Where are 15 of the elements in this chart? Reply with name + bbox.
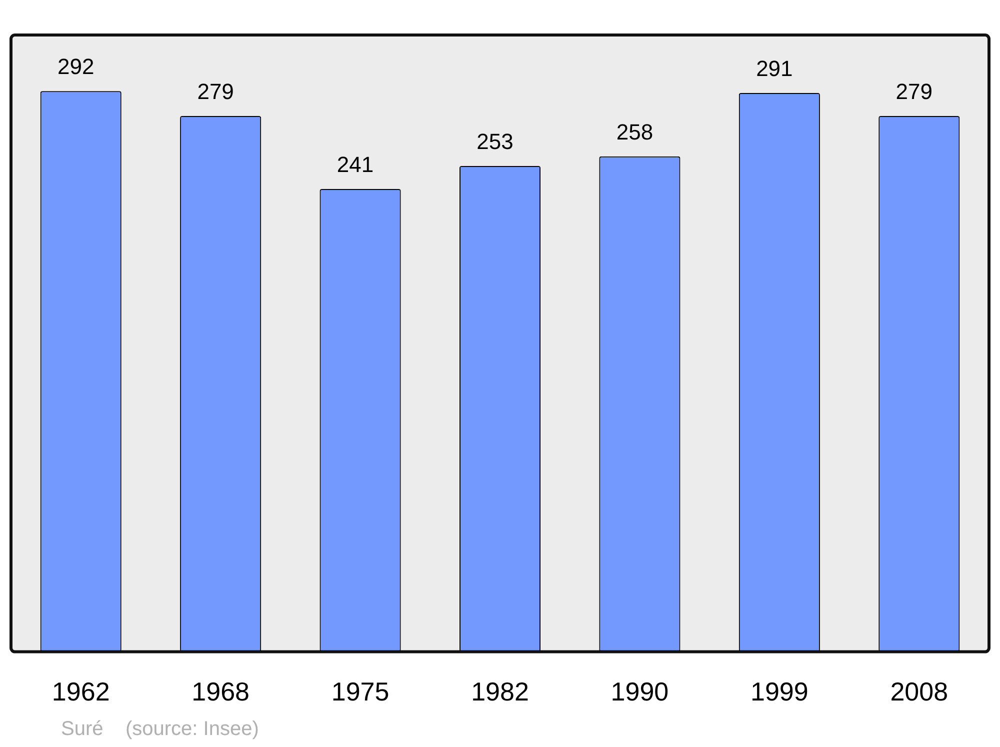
x-tick-label: 2008 <box>890 676 948 707</box>
data-label: 279 <box>896 79 932 104</box>
x-tick-label: 1968 <box>192 676 250 707</box>
data-label: 241 <box>336 152 374 178</box>
data-label: 291 <box>756 56 793 82</box>
data-label: 279 <box>197 79 234 104</box>
x-tick-label: 1982 <box>471 676 529 707</box>
x-tick-label: 1975 <box>331 676 390 707</box>
x-tick-label: 1999 <box>750 676 808 707</box>
x-tick-label: 1962 <box>52 676 110 707</box>
data-label: 258 <box>616 119 654 144</box>
data-label: 292 <box>58 54 94 80</box>
data-label: 253 <box>476 129 514 154</box>
text: Suré (source: Insee) <box>61 718 259 741</box>
x-tick-label: 1990 <box>610 676 669 707</box>
